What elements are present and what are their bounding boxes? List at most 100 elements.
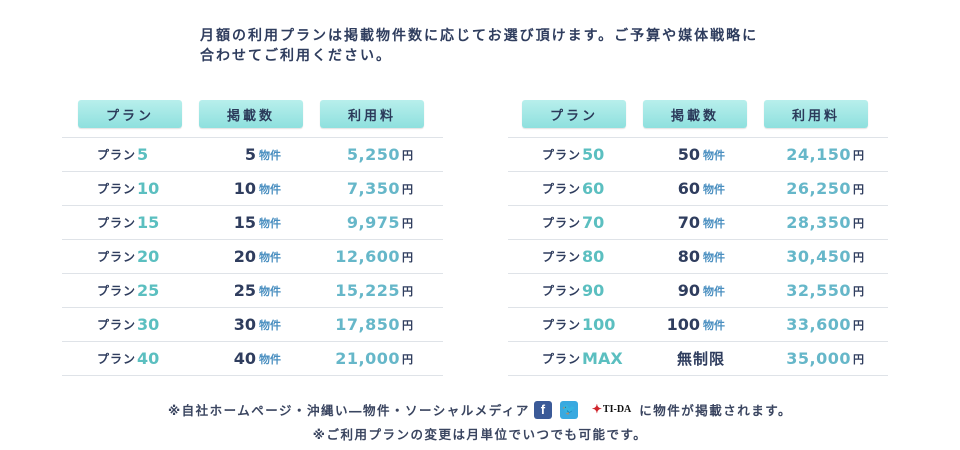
price-cell: 21,000 円 xyxy=(335,342,413,375)
count-value: 5 xyxy=(244,145,256,164)
plan-prefix: プラン xyxy=(97,182,137,196)
header-fee: 利用料 xyxy=(320,100,424,128)
header-plan: プラン xyxy=(522,100,626,128)
count-unit: 物件 xyxy=(259,250,281,264)
tida-logo[interactable]: ✦ TI-DA xyxy=(591,402,632,416)
plan-number: 70 xyxy=(582,213,605,232)
price-value: 32,550 xyxy=(786,281,851,300)
price-unit: 円 xyxy=(853,250,864,264)
table-row: プラン 40 40 物件 21,000 円 xyxy=(62,342,443,376)
price-unit: 円 xyxy=(402,250,413,264)
plan-prefix: プラン xyxy=(542,216,582,230)
plan-number: 50 xyxy=(582,145,605,164)
price-unit: 円 xyxy=(402,352,413,366)
count-value: 25 xyxy=(233,281,256,300)
price-cell: 26,250 円 xyxy=(786,172,864,205)
price-cell: 5,250 円 xyxy=(347,138,413,171)
count-unit: 物件 xyxy=(259,352,281,366)
count-cell: 50 物件 xyxy=(678,138,725,171)
table-row: プラン 50 50 物件 24,150 円 xyxy=(508,138,888,172)
count-cell: 15 物件 xyxy=(234,206,281,239)
plan-number: 90 xyxy=(582,281,605,300)
price-value: 35,000 xyxy=(786,349,851,368)
plan-number: 15 xyxy=(137,213,160,232)
price-unit: 円 xyxy=(402,216,413,230)
plan-prefix: プラン xyxy=(542,182,582,196)
price-value: 28,350 xyxy=(786,213,851,232)
count-cell: 40 物件 xyxy=(234,342,281,375)
intro-line-1: 月額の利用プランは掲載物件数に応じてお選び頂けます。ご予算や媒体戦略に xyxy=(200,28,759,44)
intro-text: 月額の利用プランは掲載物件数に応じてお選び頂けます。ご予算や媒体戦略に 合わせて… xyxy=(200,26,880,66)
plan-cell: プラン MAX xyxy=(542,342,623,375)
price-value: 33,600 xyxy=(786,315,851,334)
plan-number: 80 xyxy=(582,247,605,266)
plan-cell: プラン 70 xyxy=(542,206,604,239)
price-value: 24,150 xyxy=(786,145,851,164)
table-body: プラン 5 5 物件 5,250 円プラン 10 10 物件 7,350 円プラン 15 15 物件 9,9… xyxy=(62,137,443,376)
header-count: 掲載数 xyxy=(643,100,747,128)
count-value: 20 xyxy=(233,247,256,266)
plan-cell: プラン 10 xyxy=(97,172,159,205)
price-cell: 35,000 円 xyxy=(786,342,864,375)
count-cell: 80 物件 xyxy=(678,240,725,273)
price-unit: 円 xyxy=(402,318,413,332)
price-cell: 24,150 円 xyxy=(786,138,864,171)
price-cell: 30,450 円 xyxy=(786,240,864,273)
table-row: プラン 30 30 物件 17,850 円 xyxy=(62,308,443,342)
plan-cell: プラン 80 xyxy=(542,240,604,273)
header-plan: プラン xyxy=(78,100,182,128)
plan-number: MAX xyxy=(582,349,623,368)
plan-cell: プラン 25 xyxy=(97,274,159,307)
count-value: 100 xyxy=(666,315,700,334)
price-cell: 9,975 円 xyxy=(347,206,413,239)
note-media-text-before: ※自社ホームページ・沖縄い―物件・ソーシャルメディア xyxy=(167,403,530,418)
plan-cell: プラン 15 xyxy=(97,206,159,239)
price-value: 26,250 xyxy=(786,179,851,198)
plan-prefix: プラン xyxy=(97,284,137,298)
table-row: プラン MAX 無制限 35,000 円 xyxy=(508,342,888,376)
count-value: 80 xyxy=(677,247,700,266)
count-cell: 5 物件 xyxy=(245,138,281,171)
plan-prefix: プラン xyxy=(542,148,582,162)
header-count: 掲載数 xyxy=(199,100,303,128)
plan-number: 30 xyxy=(137,315,160,334)
count-cell: 100 物件 xyxy=(667,308,725,341)
plan-prefix: プラン xyxy=(542,284,582,298)
price-value: 15,225 xyxy=(335,281,400,300)
plan-cell: プラン 90 xyxy=(542,274,604,307)
plan-prefix: プラン xyxy=(542,250,582,264)
table-row: プラン 25 25 物件 15,225 円 xyxy=(62,274,443,308)
price-cell: 17,850 円 xyxy=(335,308,413,341)
price-cell: 33,600 円 xyxy=(786,308,864,341)
price-cell: 12,600 円 xyxy=(335,240,413,273)
plan-prefix: プラン xyxy=(542,352,582,366)
count-unit: 物件 xyxy=(703,318,725,332)
plan-table-left: プラン 掲載数 利用料 プラン 5 5 物件 5,250 円プラン 10 10 物件 7,350 円… xyxy=(62,98,443,376)
table-row: プラン 100 100 物件 33,600 円 xyxy=(508,308,888,342)
twitter-icon[interactable]: 🐦 xyxy=(559,400,578,419)
price-unit: 円 xyxy=(402,182,413,196)
count-cell: 90 物件 xyxy=(678,274,725,307)
plan-number: 60 xyxy=(582,179,605,198)
price-unit: 円 xyxy=(402,284,413,298)
count-text: 無制限 xyxy=(676,350,725,368)
price-value: 17,850 xyxy=(335,315,400,334)
facebook-icon[interactable]: f xyxy=(533,400,552,419)
count-unit: 物件 xyxy=(259,318,281,332)
plan-prefix: プラン xyxy=(97,250,137,264)
plan-number: 100 xyxy=(582,315,616,334)
table-row: プラン 20 20 物件 12,600 円 xyxy=(62,240,443,274)
plan-cell: プラン 50 xyxy=(542,138,604,171)
plan-number: 25 xyxy=(137,281,160,300)
table-row: プラン 90 90 物件 32,550 円 xyxy=(508,274,888,308)
price-value: 30,450 xyxy=(786,247,851,266)
plan-cell: プラン 5 xyxy=(97,138,148,171)
plan-number: 10 xyxy=(137,179,160,198)
plan-number: 40 xyxy=(137,349,160,368)
table-row: プラン 15 15 物件 9,975 円 xyxy=(62,206,443,240)
table-header: プラン 掲載数 利用料 xyxy=(508,98,888,130)
table-row: プラン 10 10 物件 7,350 円 xyxy=(62,172,443,206)
table-row: プラン 60 60 物件 26,250 円 xyxy=(508,172,888,206)
table-body: プラン 50 50 物件 24,150 円プラン 60 60 物件 26,250 円プラン 70 70 物… xyxy=(508,137,888,376)
note-plan-change: ※ご利用プランの変更は月単位でいつでも可能です。 xyxy=(312,427,648,442)
